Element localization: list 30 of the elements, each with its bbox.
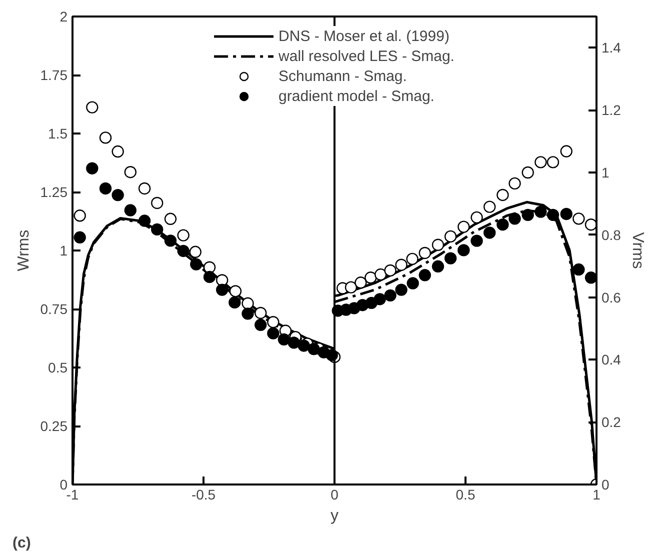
legend-label: DNS - Moser et al. (1999) xyxy=(278,28,450,44)
text: (c) xyxy=(12,534,31,552)
legend-label: Schumann - Smag. xyxy=(278,68,407,84)
y-tick-label: 0.75 xyxy=(40,301,68,317)
y-tick-label: 1.5 xyxy=(48,126,68,142)
x-axis-title: y xyxy=(330,508,338,524)
x-tick-label: -1 xyxy=(66,486,79,502)
y-tick-label: 1.25 xyxy=(40,184,68,200)
y2-axis-title: Vrms xyxy=(628,232,646,269)
y2-tick-label: 0.4 xyxy=(602,352,622,368)
x-tick-label: 0.5 xyxy=(456,486,476,502)
y2-tick-label: 0.8 xyxy=(602,226,622,243)
y-tick-label: 1 xyxy=(60,242,68,258)
y2-tick-label: 0.2 xyxy=(602,414,622,430)
x-tick-label: -0.5 xyxy=(191,486,216,502)
y-tick-label: 0.5 xyxy=(48,360,68,376)
legend-label: gradient model - Smag. xyxy=(278,88,434,104)
y2-tick-label: 1.4 xyxy=(602,40,622,56)
x-tick-label: 0 xyxy=(330,486,339,502)
y-tick-label: 0.25 xyxy=(40,418,68,434)
y2-tick-label: 0 xyxy=(602,476,610,492)
x-tick-label: 1 xyxy=(592,486,601,502)
y2-tick-label: 1 xyxy=(602,164,610,180)
y-tick-label: 2 xyxy=(60,8,68,24)
y2-tick-label: 1.2 xyxy=(602,102,622,118)
y-axis-title: Wrms xyxy=(15,230,32,272)
y-tick-label: 1.75 xyxy=(40,67,68,83)
y2-tick-label: 0.6 xyxy=(602,289,622,306)
y-tick-label: 0 xyxy=(60,476,68,492)
legend-label: wall resolved LES - Smag. xyxy=(278,48,454,64)
